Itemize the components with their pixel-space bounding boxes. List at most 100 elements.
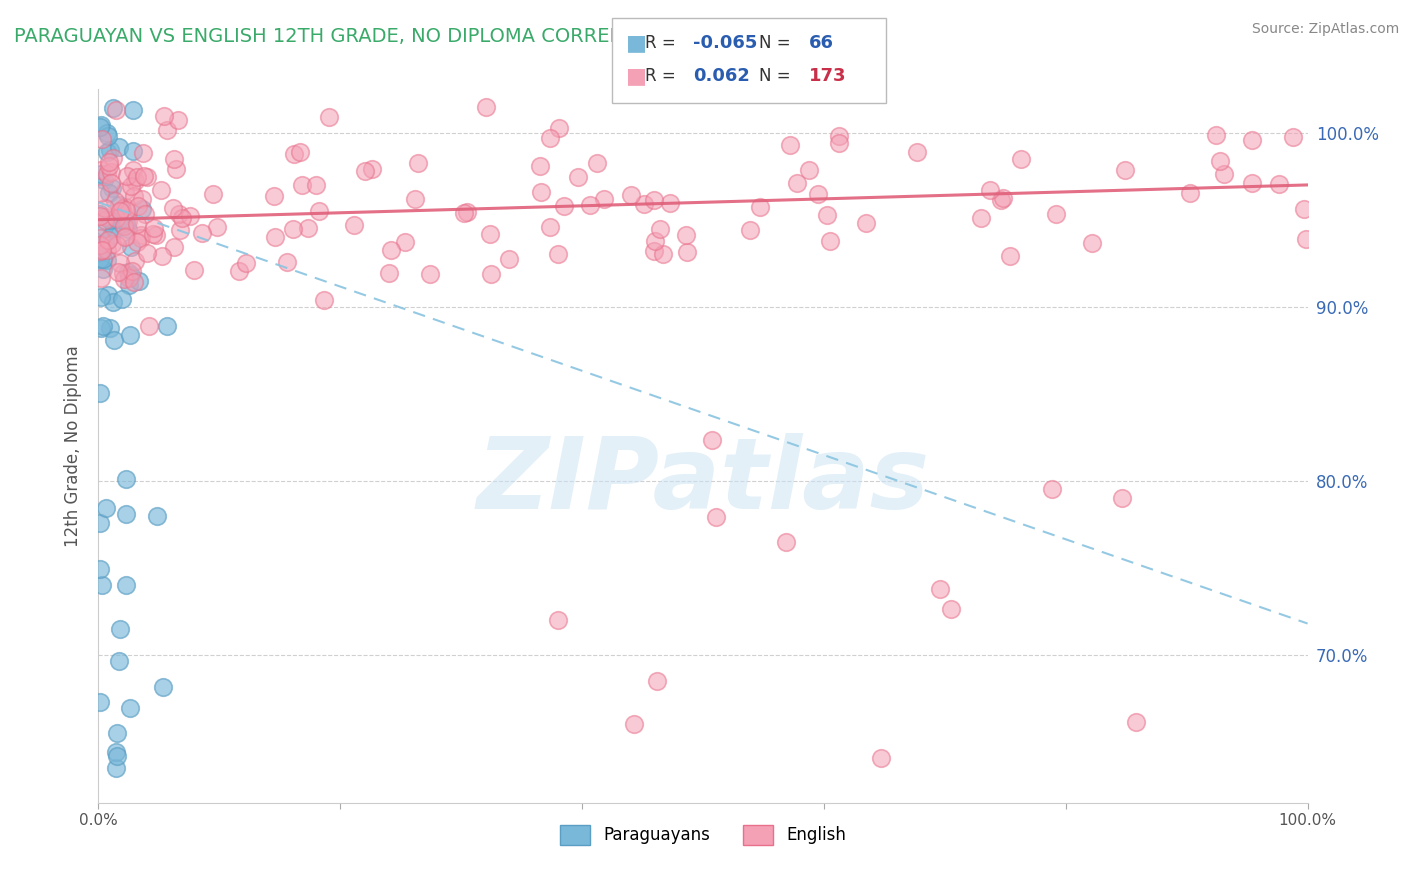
Point — [828, 136, 851, 150]
Point — [110, 623, 132, 637]
Point — [548, 120, 571, 135]
Point — [124, 189, 146, 203]
Point — [179, 209, 201, 223]
Point — [150, 183, 173, 197]
Point — [263, 189, 285, 203]
Point — [108, 140, 131, 154]
Point — [1240, 176, 1263, 190]
Point — [129, 231, 152, 245]
Point — [530, 185, 553, 199]
Point — [111, 202, 134, 216]
Point — [1042, 482, 1064, 496]
Point — [100, 165, 122, 179]
Point — [101, 236, 124, 251]
Point — [547, 246, 569, 260]
Point — [797, 162, 820, 177]
Point — [90, 271, 112, 285]
Point — [152, 249, 174, 263]
Point — [1010, 152, 1032, 166]
Point — [89, 237, 111, 252]
Point — [1292, 202, 1315, 216]
Point — [122, 275, 145, 289]
Point — [264, 230, 287, 244]
Point — [1045, 207, 1067, 221]
Point — [93, 212, 115, 227]
Point — [104, 745, 127, 759]
Point — [979, 183, 1001, 197]
Point — [675, 227, 697, 242]
Point — [1282, 130, 1305, 145]
Point — [201, 186, 224, 201]
Point — [288, 145, 311, 159]
Point — [547, 613, 569, 627]
Point — [1114, 163, 1136, 178]
Point — [1209, 153, 1232, 168]
Point — [104, 211, 127, 226]
Point — [166, 112, 188, 127]
Point — [456, 205, 478, 219]
Point — [170, 211, 193, 225]
Point — [941, 602, 963, 616]
Point — [122, 103, 145, 117]
Point — [114, 578, 136, 592]
Point — [107, 264, 129, 278]
Point — [647, 674, 669, 689]
Point — [110, 256, 132, 270]
Point — [89, 207, 111, 221]
Point — [205, 219, 228, 234]
Text: Source: ZipAtlas.com: Source: ZipAtlas.com — [1251, 22, 1399, 37]
Point — [98, 155, 121, 169]
Point — [108, 198, 131, 212]
Point — [89, 244, 111, 259]
Point — [89, 236, 111, 251]
Point — [308, 203, 330, 218]
Point — [120, 240, 142, 254]
Point — [380, 244, 402, 258]
Point — [749, 200, 772, 214]
Point — [114, 184, 136, 198]
Point — [90, 119, 112, 133]
Point — [1212, 167, 1234, 181]
Point — [228, 264, 250, 278]
Point — [97, 129, 120, 144]
Point — [643, 193, 665, 207]
Point — [98, 321, 121, 335]
Point — [121, 263, 143, 277]
Point — [89, 231, 111, 245]
Text: ■: ■ — [626, 66, 647, 86]
Point — [100, 180, 122, 194]
Point — [633, 197, 655, 211]
Point — [120, 268, 142, 283]
Point — [89, 209, 111, 223]
Point — [103, 223, 125, 237]
Point — [108, 212, 131, 227]
Point — [114, 229, 136, 244]
Point — [111, 266, 134, 280]
Point — [146, 508, 169, 523]
Point — [1000, 249, 1022, 263]
Legend: Paraguayans, English: Paraguayans, English — [553, 818, 853, 852]
Point — [1295, 232, 1317, 246]
Point — [675, 244, 697, 259]
Point — [105, 726, 128, 740]
Point — [93, 219, 115, 234]
Point — [779, 138, 801, 153]
Point — [134, 206, 156, 220]
Point — [117, 214, 139, 228]
Point — [121, 144, 143, 158]
Point — [297, 221, 319, 235]
Point — [94, 202, 117, 216]
Point — [619, 187, 641, 202]
Point — [165, 162, 187, 177]
Point — [104, 194, 127, 209]
Point — [163, 240, 186, 254]
Point — [96, 167, 118, 181]
Point — [970, 211, 993, 225]
Point — [98, 159, 121, 173]
Point — [100, 229, 122, 244]
Point — [125, 235, 148, 249]
Text: R =: R = — [645, 67, 682, 85]
Point — [855, 216, 877, 230]
Point — [1081, 236, 1104, 251]
Point — [1125, 714, 1147, 729]
